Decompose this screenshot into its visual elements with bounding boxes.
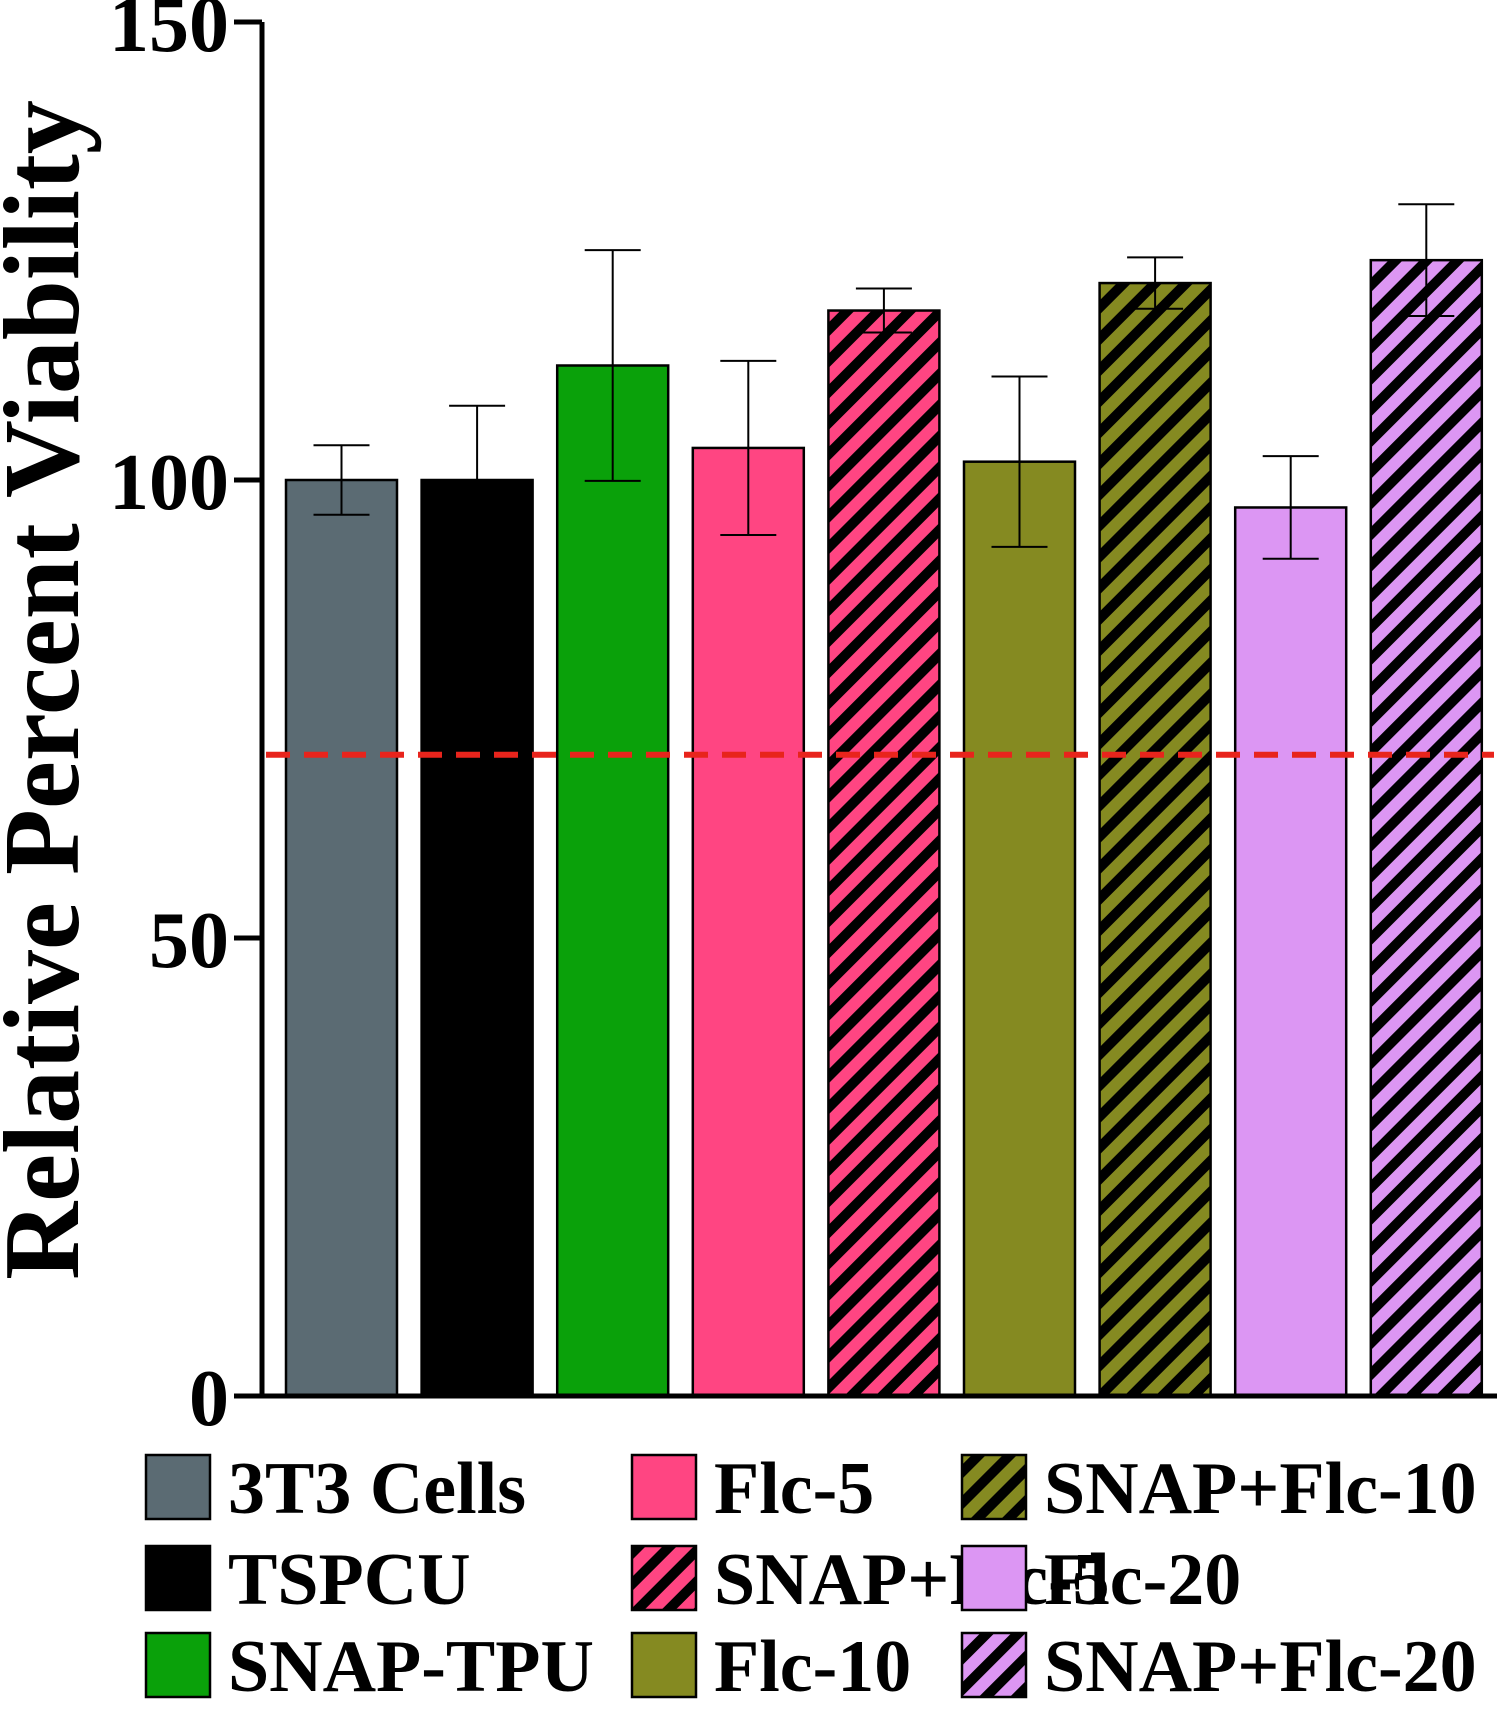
- legend-item-snap-flc-10: SNAP+Flc-10: [960, 1448, 1477, 1530]
- legend-swatch-flc-20: [960, 1544, 1028, 1612]
- legend-swatch-snap-flc-10: [960, 1453, 1028, 1521]
- y-tick-label-0: 0: [189, 1355, 229, 1443]
- legend-label-flc-20: Flc-20: [1044, 1539, 1241, 1621]
- bar-snap-flc-20: [1369, 258, 1484, 1398]
- error-bar-flc-10: [991, 375, 1048, 548]
- legend-label-tspcu: TSPCU: [228, 1539, 471, 1621]
- legend-swatch-flc-10: [630, 1631, 698, 1699]
- legend-swatch-snap-flc-20: [960, 1631, 1028, 1699]
- legend-swatch-tspcu: [144, 1544, 212, 1612]
- y-tick-label-50: 50: [149, 897, 229, 985]
- legend-swatch-snap-flc-5: [630, 1544, 698, 1612]
- legend-label-flc-5: Flc-5: [714, 1448, 874, 1530]
- error-bar-flc-20: [1262, 455, 1319, 560]
- legend-label-snap-flc-10: SNAP+Flc-10: [1044, 1448, 1477, 1530]
- error-bar-snap-flc-20: [1398, 203, 1455, 318]
- error-bar-3t3-cells: [313, 444, 370, 516]
- error-bar-flc-5: [720, 359, 777, 536]
- y-tick-label-100: 100: [109, 439, 229, 527]
- legend-swatch-snap-tpu: [144, 1631, 212, 1699]
- legend-label-3t3-cells: 3T3 Cells: [228, 1448, 526, 1530]
- bar-3t3-cells: [284, 478, 399, 1398]
- y-axis-label: Relative Percent Viability: [0, 100, 102, 1280]
- bar-snap-tpu: [555, 364, 670, 1398]
- bar-snap-flc-10: [1098, 281, 1212, 1398]
- bars: [284, 203, 1484, 1398]
- bar-flc-10: [962, 460, 1077, 1398]
- bar-snap-flc-5: [827, 309, 941, 1398]
- legend-swatch-flc-5: [630, 1453, 698, 1521]
- error-bar-snap-flc-10: [1127, 256, 1184, 310]
- legend-swatch-3t3-cells: [144, 1453, 212, 1521]
- legend-item-flc-20: Flc-20: [960, 1539, 1241, 1621]
- error-bar-tspcu: [449, 404, 506, 556]
- legend-label-snap-flc-5: SNAP+Flc-5: [714, 1539, 1110, 1621]
- legend-label-snap-flc-20: SNAP+Flc-20: [1044, 1626, 1477, 1708]
- legend-item-snap-flc-5: SNAP+Flc-5: [630, 1539, 1110, 1621]
- legend-item-flc-5: Flc-5: [630, 1448, 874, 1530]
- legend-item-flc-10: Flc-10: [630, 1626, 911, 1708]
- legend-item-snap-flc-20: SNAP+Flc-20: [960, 1626, 1477, 1708]
- bar-flc-5: [691, 446, 806, 1398]
- legend-item-snap-tpu: SNAP-TPU: [144, 1626, 594, 1708]
- legend-item-3t3-cells: 3T3 Cells: [144, 1448, 526, 1530]
- bar-tspcu: [420, 478, 534, 1398]
- y-tick-label-150: 150: [109, 0, 229, 69]
- bar-flc-20: [1233, 506, 1348, 1398]
- legend-label-snap-tpu: SNAP-TPU: [228, 1626, 594, 1708]
- y-axis: 0 50 100 150: [109, 0, 1497, 1443]
- error-bar-snap-tpu: [584, 249, 641, 482]
- error-bar-snap-flc-5: [855, 287, 912, 334]
- legend-label-flc-10: Flc-10: [714, 1626, 911, 1708]
- legend-item-tspcu: TSPCU: [144, 1539, 471, 1621]
